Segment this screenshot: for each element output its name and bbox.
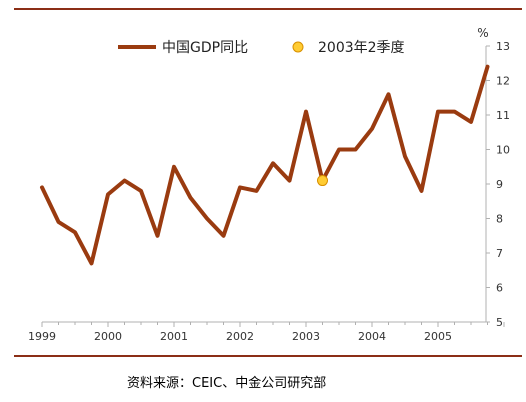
- y-axis-unit: %: [477, 26, 488, 40]
- x-tick-label-1999: 1999: [28, 330, 56, 343]
- y-tick-label-12: 12: [496, 75, 510, 88]
- x-tick-label-2003: 2003: [292, 330, 320, 343]
- y-tick-label-10: 10: [496, 144, 510, 157]
- y-tick-label-6: 6: [496, 282, 503, 295]
- y-tick-label-7: 7: [496, 247, 503, 260]
- y-tick-label-13: 13: [496, 40, 510, 53]
- x-axis-ticks: 1999 2000 2001 2002 2003 2004 2005: [28, 322, 505, 343]
- source-note: 资料来源：CEIC、中金公司研究部: [127, 376, 327, 391]
- highlight-point-2003q2: [317, 175, 328, 187]
- legend: 中国GDP同比 2003年2季度: [118, 40, 405, 56]
- gdp-series-points: [40, 65, 490, 266]
- x-tick-label-2002: 2002: [226, 330, 254, 343]
- legend-dot-swatch: [292, 41, 304, 53]
- x-tick-label-2005: 2005: [424, 330, 452, 343]
- legend-label-highlight: 2003年2季度: [318, 40, 405, 56]
- y-axis-ticks: 5 6 7 8 9 10 11 12 13: [486, 40, 510, 329]
- y-tick-label-9: 9: [496, 178, 503, 191]
- y-tick-label-11: 11: [496, 109, 510, 122]
- x-tick-label-2004: 2004: [358, 330, 386, 343]
- y-tick-label-5: 5: [496, 316, 503, 329]
- x-tick-label-2001: 2001: [160, 330, 188, 343]
- legend-label-gdp: 中国GDP同比: [162, 40, 248, 56]
- y-tick-label-8: 8: [496, 213, 503, 226]
- x-tick-label-2000: 2000: [94, 330, 122, 343]
- gdp-series-line: [40, 64, 490, 266]
